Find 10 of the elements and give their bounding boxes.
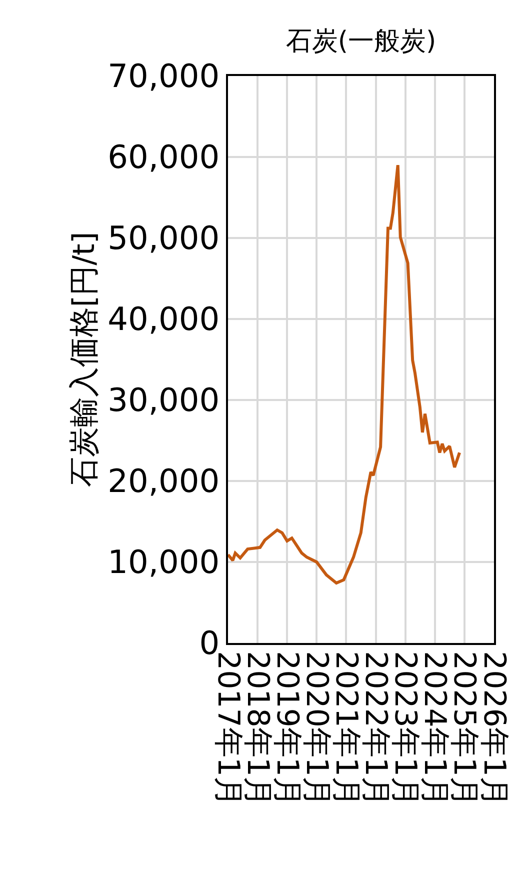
y-tick-label: 40,000 xyxy=(108,300,220,338)
line-series xyxy=(228,164,462,585)
y-tick-label: 10,000 xyxy=(108,543,220,582)
y-tick-label: 60,000 xyxy=(108,138,220,176)
y-tick-label: 20,000 xyxy=(108,462,220,500)
chart-title: 石炭(一般炭) xyxy=(286,26,436,56)
y-tick-label: 70,000 xyxy=(108,57,220,96)
y-tick-label: 30,000 xyxy=(108,381,220,420)
y-axis-title: 石炭輸入価格[円/t] xyxy=(67,232,102,488)
y-tick-label: 50,000 xyxy=(108,219,220,258)
